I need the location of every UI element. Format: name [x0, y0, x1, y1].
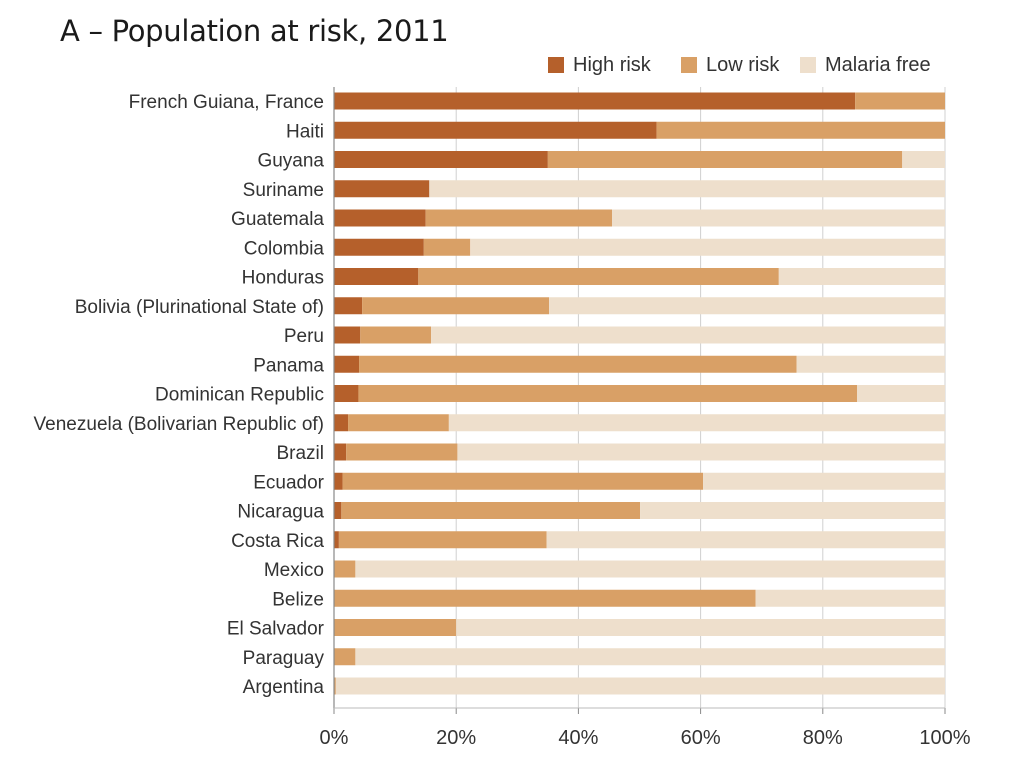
bar-high-risk [334, 209, 426, 227]
bar-low-risk [425, 209, 613, 227]
bar-low-risk [348, 414, 449, 432]
category-label: Bolivia (Plurinational State of) [75, 297, 324, 318]
bar-high-risk [334, 385, 359, 402]
bar-high-risk [334, 268, 419, 285]
bar-malaria-free [902, 151, 945, 168]
category-label: Dominican Republic [155, 385, 324, 406]
bar-low-risk [334, 589, 756, 607]
category-labels: French Guiana, France Haiti Guyana Suriname… [34, 92, 325, 698]
category-label: Argentina [243, 677, 325, 698]
category-label: Ecuador [253, 472, 324, 493]
bar-high-risk [334, 297, 363, 315]
bar-high-risk [334, 151, 548, 168]
bar-malaria-free [549, 297, 945, 315]
bar-high-risk [334, 180, 430, 198]
category-label: Venezuela (Bolivarian Republic of) [34, 414, 324, 435]
bar-malaria-free [355, 648, 945, 666]
category-label: Peru [284, 326, 324, 347]
bar-malaria-free [857, 385, 945, 402]
category-label: Panama [253, 355, 324, 376]
bar-high-risk [334, 502, 342, 519]
x-tick-label: 100% [919, 727, 970, 749]
bar-high-risk [334, 326, 361, 344]
bar-low-risk [359, 355, 797, 373]
legend-label: Malaria free [825, 54, 931, 76]
category-label: Costa Rica [231, 531, 324, 552]
x-tick-label: 60% [681, 727, 721, 749]
category-label: Brazil [276, 443, 324, 464]
bar-low-risk [342, 472, 704, 490]
category-label: Guyana [257, 151, 324, 172]
bar-high-risk [334, 355, 360, 373]
legend-label: Low risk [706, 54, 780, 76]
category-label: French Guiana, France [129, 92, 324, 113]
x-tick-label: 0% [320, 727, 349, 749]
legend-swatch [800, 57, 816, 73]
bar-low-risk [346, 443, 458, 461]
bar-low-risk [362, 297, 550, 315]
category-label: Mexico [264, 560, 324, 581]
bar-malaria-free [703, 472, 945, 490]
category-label: Paraguay [243, 648, 325, 669]
category-label: Guatemala [231, 209, 324, 230]
legend-swatch [548, 57, 564, 73]
legend-swatch [681, 57, 697, 73]
bar-low-risk [360, 326, 432, 344]
bar-low-risk [334, 677, 336, 695]
bar-high-risk [334, 238, 424, 256]
bar-malaria-free [796, 355, 945, 373]
bar-malaria-free [431, 326, 945, 344]
category-label: Haiti [286, 121, 324, 142]
bar-low-risk [547, 151, 903, 168]
bar-high-risk [334, 92, 856, 110]
category-label: El Salvador [227, 619, 325, 640]
axes [333, 87, 946, 714]
bar-malaria-free [335, 677, 945, 695]
bar-high-risk [334, 443, 347, 461]
x-tick-label: 20% [436, 727, 476, 749]
bar-malaria-free [448, 414, 945, 432]
category-label: Nicaragua [237, 502, 324, 523]
bar-malaria-free [640, 502, 945, 519]
bar-group [334, 92, 945, 695]
bar-malaria-free [456, 619, 945, 636]
bar-low-risk [338, 531, 547, 549]
bar-low-risk [423, 238, 471, 256]
bar-low-risk [334, 560, 356, 578]
category-label: Honduras [242, 268, 324, 289]
bar-malaria-free [355, 560, 945, 578]
bar-malaria-free [457, 443, 945, 461]
bar-low-risk [334, 648, 356, 666]
bar-low-risk [334, 619, 457, 636]
x-tick-label: 80% [803, 727, 843, 749]
legend-label: High risk [573, 54, 652, 76]
x-tick-labels: 0% 20% 40% 60% 80% 100% [320, 727, 971, 749]
bar-low-risk [656, 121, 945, 139]
bar-malaria-free [470, 238, 945, 256]
bar-malaria-free [546, 531, 945, 549]
bar-high-risk [334, 472, 343, 490]
bar-malaria-free [755, 589, 945, 607]
bar-low-risk [341, 502, 641, 519]
bar-low-risk [418, 268, 779, 285]
bar-low-risk [358, 385, 858, 402]
bar-malaria-free [778, 268, 945, 285]
bar-low-risk [855, 92, 945, 110]
bar-high-risk [334, 414, 349, 432]
x-tick-label: 40% [558, 727, 598, 749]
bar-malaria-free [612, 209, 945, 227]
category-label: Suriname [243, 180, 324, 201]
category-label: Colombia [244, 238, 325, 259]
bar-malaria-free [429, 180, 945, 198]
legend: High risk Low risk Malaria free [548, 54, 931, 76]
bar-high-risk [334, 531, 339, 549]
chart-title: A – Population at risk, 2011 [60, 14, 449, 48]
category-label: Belize [272, 589, 324, 610]
bar-high-risk [334, 121, 657, 139]
